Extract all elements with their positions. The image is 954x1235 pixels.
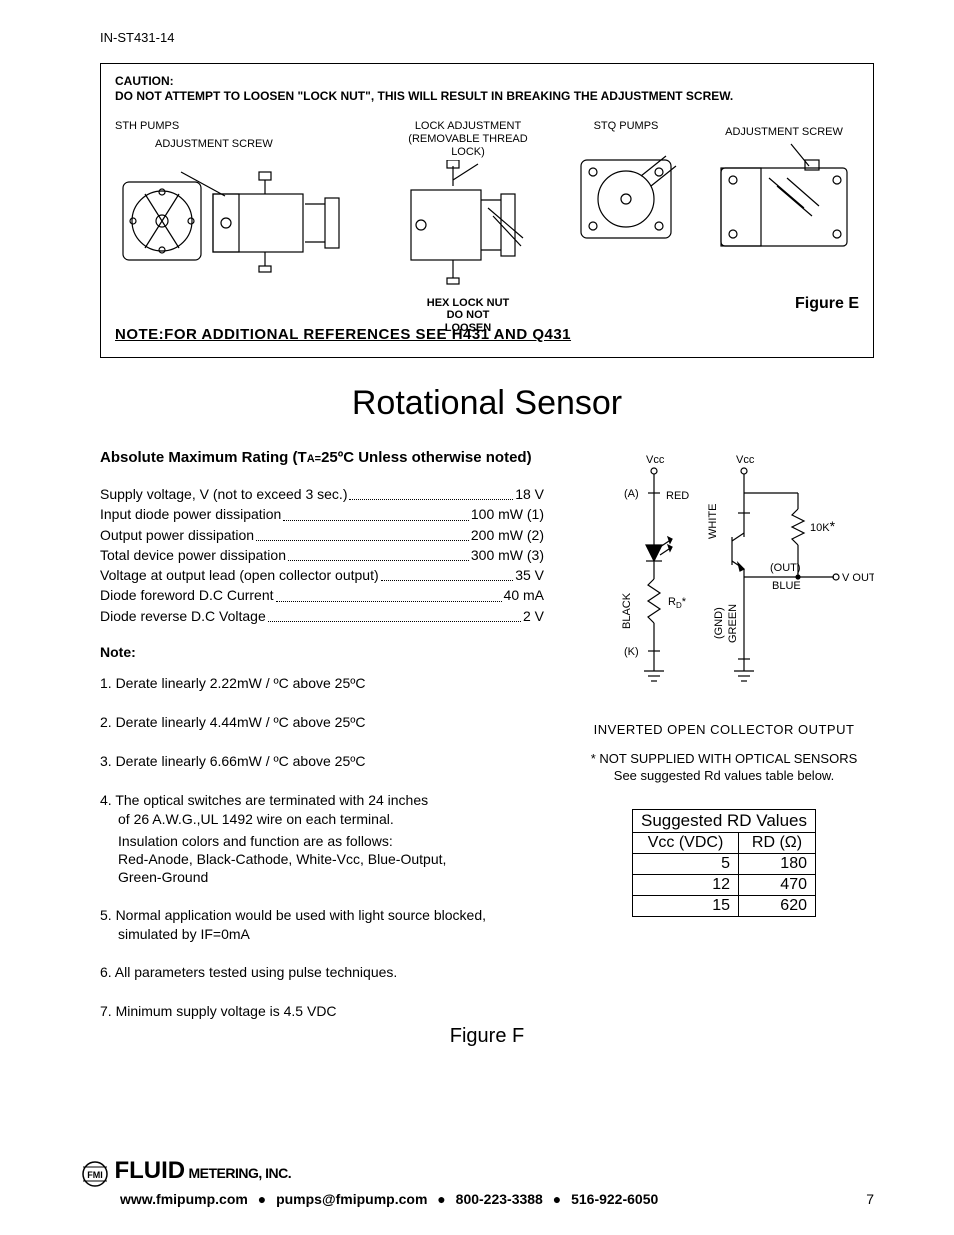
- red-label: RED: [666, 490, 689, 502]
- footer-phone-2: 516-922-6050: [571, 1191, 658, 1207]
- sth-pump-drawing: [115, 154, 375, 274]
- rd-col-rd: RD (Ω): [739, 832, 816, 853]
- lock-adjustment-label: LOCK ADJUSTMENT (REMOVABLE THREAD LOCK): [393, 120, 543, 160]
- table-row: 15620: [632, 895, 815, 916]
- white-label: WHITE: [707, 504, 719, 539]
- footer-contact-line: www.fmipump.com ● pumps@fmipump.com ● 80…: [120, 1191, 874, 1207]
- a-label: (A): [624, 488, 639, 500]
- brand-row: FMI FLUID METERING, INC.: [80, 1157, 874, 1189]
- blue-label: BLUE: [772, 580, 801, 592]
- hex-lock-nut-note: HEX LOCK NUT DO NOT LOOSEN: [393, 297, 543, 335]
- adjustment-screw-label-left: ADJUSTMENT SCREW: [155, 138, 375, 150]
- ratings-list: Supply voltage, V (not to exceed 3 sec.)…: [100, 484, 544, 626]
- out-label: (OUT): [770, 562, 801, 574]
- page-footer: FMI FLUID METERING, INC. www.fmipump.com…: [80, 1157, 874, 1207]
- black-label: BLACK: [621, 592, 633, 629]
- figure-e-container: CAUTION: DO NOT ATTEMPT TO LOOSEN "LOCK …: [100, 63, 874, 358]
- fmi-logo-icon: FMI: [80, 1159, 110, 1189]
- supply-note: * NOT SUPPLIED WITH OPTICAL SENSORS See …: [574, 751, 874, 785]
- adjustment-screw-label-right: ADJUSTMENT SCREW: [709, 126, 859, 138]
- content-row: Absolute Maximum Rating (TA=25ºC Unless …: [100, 449, 874, 1029]
- brand-text: FLUID METERING, INC.: [114, 1162, 291, 1182]
- rating-row: Diode reverse D.C Voltage2 V: [100, 606, 544, 626]
- svg-text:FMI: FMI: [87, 1170, 103, 1180]
- v-out-label: V OUT: [842, 572, 874, 584]
- vcc-label-left: Vcc: [646, 454, 665, 466]
- footer-email: pumps@fmipump.com: [276, 1191, 427, 1207]
- table-row: 5180: [632, 853, 815, 874]
- vcc-label-right: Vcc: [736, 454, 755, 466]
- document-id: IN-ST431-14: [100, 30, 874, 45]
- note-3: 3. Derate linearly 6.66mW / ºC above 25º…: [100, 752, 544, 771]
- rd-label: RD*: [668, 596, 687, 610]
- amr-heading: Absolute Maximum Rating (TA=25ºC Unless …: [100, 449, 544, 466]
- circuit-caption: INVERTED OPEN COLLECTOR OUTPUT: [574, 722, 874, 737]
- note-6: 6. All parameters tested using pulse tec…: [100, 963, 544, 982]
- note-heading: Note:: [100, 644, 544, 660]
- gnd-label: (GND): [713, 607, 725, 639]
- pump-diagram-row: STH PUMPS ADJUSTMENT SCREW: [115, 120, 859, 320]
- sth-pumps-label: STH PUMPS: [115, 120, 375, 132]
- center-pump-drawing: [393, 160, 543, 300]
- left-column: Absolute Maximum Rating (TA=25ºC Unless …: [100, 449, 544, 1029]
- note-4: 4. The optical switches are terminated w…: [100, 791, 544, 887]
- note-5: 5. Normal application would be used with…: [100, 906, 544, 943]
- note-2: 2. Derate linearly 4.44mW / ºC above 25º…: [100, 713, 544, 732]
- dot-icon: ●: [553, 1191, 561, 1207]
- caution-title: CAUTION:: [115, 74, 174, 88]
- caution-block: CAUTION: DO NOT ATTEMPT TO LOOSEN "LOCK …: [115, 74, 859, 104]
- note-1: 1. Derate linearly 2.22mW / ºC above 25º…: [100, 674, 544, 693]
- rd-col-vcc: Vcc (VDC): [632, 832, 738, 853]
- tenk-label: 10K*: [810, 518, 836, 534]
- green-label: GREEN: [727, 604, 739, 643]
- stq-pumps-label: STQ PUMPS: [561, 120, 691, 132]
- dot-icon: ●: [258, 1191, 266, 1207]
- stq-pump-side-drawing: [709, 142, 859, 262]
- rd-table-title: Suggested RD Values: [632, 809, 815, 832]
- figure-e-label: Figure E: [795, 295, 859, 313]
- k-label: (K): [624, 646, 639, 658]
- circuit-diagram: Vcc (A) RED RD* (K) BLACK: [574, 449, 874, 709]
- caution-body: DO NOT ATTEMPT TO LOOSEN "LOCK NUT", THI…: [115, 89, 733, 103]
- right-column: Vcc (A) RED RD* (K) BLACK: [574, 449, 874, 1029]
- footer-web: www.fmipump.com: [120, 1191, 248, 1207]
- rd-values-table: Suggested RD Values Vcc (VDC) RD (Ω) 518…: [632, 809, 816, 917]
- page-number: 7: [866, 1191, 874, 1207]
- main-title: Rotational Sensor: [100, 384, 874, 423]
- stq-pump-front-drawing: [571, 136, 681, 256]
- note-7: 7. Minimum supply voltage is 4.5 VDC: [100, 1002, 544, 1021]
- footer-phone-1: 800-223-3388: [456, 1191, 543, 1207]
- dot-icon: ●: [437, 1191, 445, 1207]
- table-row: 12470: [632, 874, 815, 895]
